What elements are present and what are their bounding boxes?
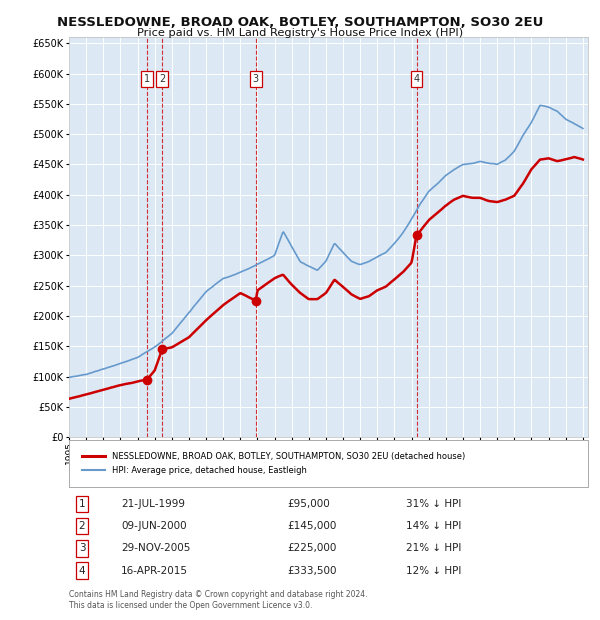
Text: £95,000: £95,000 — [287, 499, 330, 509]
Text: Contains HM Land Registry data © Crown copyright and database right 2024.
This d: Contains HM Land Registry data © Crown c… — [69, 590, 367, 609]
Text: 16-APR-2015: 16-APR-2015 — [121, 565, 188, 575]
Text: 4: 4 — [79, 565, 85, 575]
Legend: NESSLEDOWNE, BROAD OAK, BOTLEY, SOUTHAMPTON, SO30 2EU (detached house), HPI: Ave: NESSLEDOWNE, BROAD OAK, BOTLEY, SOUTHAMP… — [79, 449, 468, 478]
Text: 29-NOV-2005: 29-NOV-2005 — [121, 543, 190, 554]
Text: 2: 2 — [79, 521, 85, 531]
Text: 3: 3 — [79, 543, 85, 554]
Text: 21% ↓ HPI: 21% ↓ HPI — [406, 543, 462, 554]
Text: £333,500: £333,500 — [287, 565, 337, 575]
Text: 3: 3 — [253, 74, 259, 84]
Text: 14% ↓ HPI: 14% ↓ HPI — [406, 521, 462, 531]
Text: £145,000: £145,000 — [287, 521, 337, 531]
Text: 31% ↓ HPI: 31% ↓ HPI — [406, 499, 462, 509]
Text: 12% ↓ HPI: 12% ↓ HPI — [406, 565, 462, 575]
Text: 1: 1 — [144, 74, 150, 84]
Text: 2: 2 — [159, 74, 166, 84]
Text: 09-JUN-2000: 09-JUN-2000 — [121, 521, 187, 531]
Text: Price paid vs. HM Land Registry's House Price Index (HPI): Price paid vs. HM Land Registry's House … — [137, 28, 463, 38]
Text: 21-JUL-1999: 21-JUL-1999 — [121, 499, 185, 509]
Text: 1: 1 — [79, 499, 85, 509]
Text: NESSLEDOWNE, BROAD OAK, BOTLEY, SOUTHAMPTON, SO30 2EU: NESSLEDOWNE, BROAD OAK, BOTLEY, SOUTHAMP… — [57, 16, 543, 29]
Text: £225,000: £225,000 — [287, 543, 337, 554]
Text: 4: 4 — [413, 74, 419, 84]
